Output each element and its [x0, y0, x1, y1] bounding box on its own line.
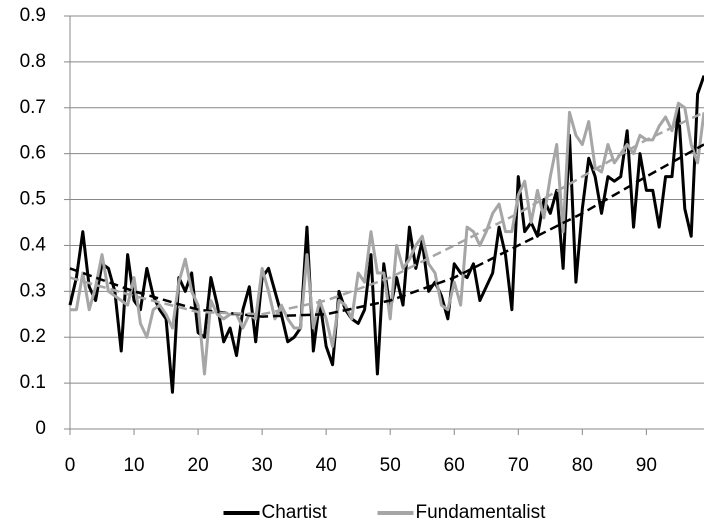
x-tick-label: 40: [316, 455, 337, 476]
legend-label: Fundamentalist: [416, 502, 547, 523]
y-tick-label: 0.3: [20, 280, 46, 301]
x-tick-label: 10: [123, 455, 144, 476]
y-tick-label: 0.5: [20, 189, 46, 210]
x-tick-label: 20: [188, 455, 209, 476]
y-tick-label: 0.7: [20, 97, 46, 118]
trend-line: [69, 111, 704, 316]
trend-line: [69, 143, 704, 318]
x-tick-label: 30: [252, 455, 273, 476]
x-tick-label: 0: [65, 455, 76, 476]
x-tick-label: 90: [636, 455, 657, 476]
y-tick-label: 0.9: [20, 5, 46, 26]
x-tick-label: 70: [508, 455, 529, 476]
y-tick-label: 0.2: [20, 326, 46, 347]
y-tick-label: 0: [35, 418, 46, 439]
data-line: [68, 75, 704, 394]
legend-label: Chartist: [262, 502, 328, 523]
y-tick-label: 0.4: [20, 234, 47, 255]
data-line: [70, 101, 704, 376]
x-tick-label: 60: [444, 455, 465, 476]
y-tick-label: 0.1: [20, 372, 46, 393]
x-tick-label: 50: [380, 455, 401, 476]
y-tick-label: 0.8: [20, 51, 46, 72]
y-tick-label: 0.6: [20, 143, 46, 164]
x-tick-label: 80: [572, 455, 593, 476]
